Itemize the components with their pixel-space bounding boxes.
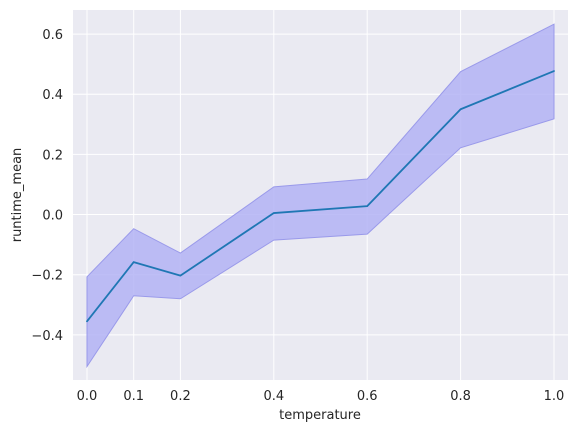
x-tick-label: 0.1 — [123, 389, 144, 404]
y-tick-label: 0.6 — [42, 28, 63, 43]
confidence-band-layer — [86, 23, 555, 369]
x-tick-label: 0.6 — [357, 389, 378, 404]
y-tick-label: −0.2 — [31, 269, 63, 284]
y-tick-label: 0.2 — [42, 148, 63, 163]
x-axis-label: temperature — [279, 408, 361, 423]
y-tick-label: −0.4 — [31, 329, 63, 344]
series-line-layer — [86, 70, 555, 323]
x-tick-label: 0.8 — [450, 389, 471, 404]
confidence-band — [86, 23, 555, 369]
x-tick-label: 1.0 — [544, 389, 565, 404]
y-tick-label: 0.0 — [42, 209, 63, 224]
y-tick-labels: −0.4 −0.2 0.0 0.2 0.4 0.6 — [31, 28, 63, 344]
x-tick-label: 0.4 — [263, 389, 284, 404]
series-line — [86, 70, 555, 323]
x-tick-label: 0.2 — [170, 389, 191, 404]
y-tick-label: 0.4 — [42, 88, 63, 103]
x-tick-labels: 0.0 0.1 0.2 0.4 0.6 0.8 1.0 — [77, 389, 565, 404]
x-tick-label: 0.0 — [77, 389, 98, 404]
y-axis-label: runtime_mean — [10, 148, 25, 243]
